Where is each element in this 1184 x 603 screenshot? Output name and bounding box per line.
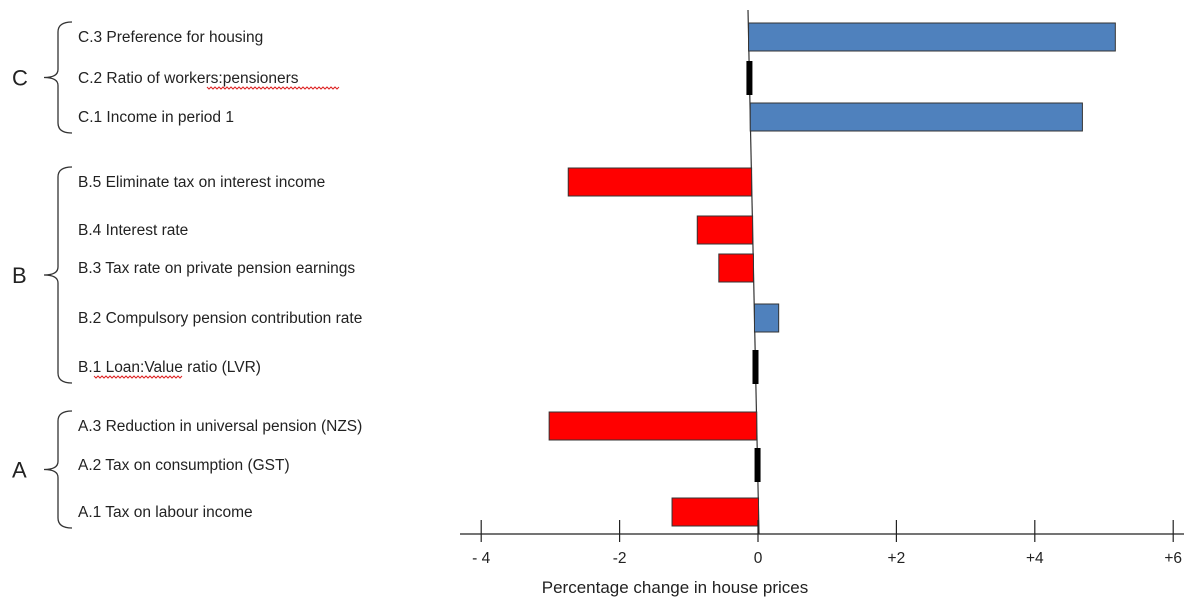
x-tick-label: +4 bbox=[1026, 550, 1044, 567]
bar-1 bbox=[748, 22, 1116, 52]
group-bracket-A bbox=[43, 410, 73, 529]
bar-6 bbox=[718, 253, 754, 283]
bar-7 bbox=[753, 303, 780, 333]
category-label-4: B.5 Eliminate tax on interest income bbox=[78, 174, 325, 191]
group-label-A: A bbox=[12, 458, 27, 483]
x-tick-label: - 4 bbox=[472, 550, 490, 567]
bar-4 bbox=[567, 167, 753, 197]
x-tick-label: +6 bbox=[1164, 550, 1182, 567]
bar-8 bbox=[752, 350, 759, 384]
category-label-2: C.2 Ratio of workers:pensioners bbox=[78, 70, 299, 87]
spellcheck-underline bbox=[93, 375, 183, 379]
bars bbox=[548, 22, 1116, 527]
bar-10 bbox=[754, 448, 761, 482]
category-labels: C.3 Preference for housing C.2 Ratio of w… bbox=[78, 29, 362, 521]
category-label-5: B.4 Interest rate bbox=[78, 222, 188, 239]
group-label-B: B bbox=[12, 263, 27, 288]
x-tick-label: -2 bbox=[613, 550, 627, 567]
category-label-7: B.2 Compulsory pension contribution rate bbox=[78, 310, 362, 327]
bar-11 bbox=[671, 497, 760, 527]
x-axis-ticks: - 4 -2 0 +2 +4 +6 bbox=[472, 520, 1182, 567]
x-tick-label: +2 bbox=[888, 550, 906, 567]
category-label-11: A.1 Tax on labour income bbox=[78, 504, 253, 521]
x-axis-title: Percentage change in house prices bbox=[542, 578, 809, 597]
group-bracket-C bbox=[43, 21, 73, 134]
bar-5 bbox=[696, 215, 754, 245]
category-label-9: A.3 Reduction in universal pension (NZS) bbox=[78, 418, 362, 435]
spellcheck-underline bbox=[206, 86, 340, 90]
bar-3 bbox=[749, 102, 1083, 132]
category-label-8: B.1 Loan:Value ratio (LVR) bbox=[78, 359, 261, 376]
group-label-C: C bbox=[12, 66, 28, 91]
category-label-10: A.2 Tax on consumption (GST) bbox=[78, 457, 290, 474]
x-tick-label: 0 bbox=[754, 550, 763, 567]
group-bracket-B bbox=[43, 166, 73, 384]
bar-2 bbox=[746, 61, 753, 95]
category-label-3: C.1 Income in period 1 bbox=[78, 109, 234, 126]
group-brackets: C B A bbox=[12, 21, 73, 529]
bar-9 bbox=[548, 411, 758, 441]
category-label-1: C.3 Preference for housing bbox=[78, 29, 263, 46]
category-label-6: B.3 Tax rate on private pension earnings bbox=[78, 260, 355, 277]
